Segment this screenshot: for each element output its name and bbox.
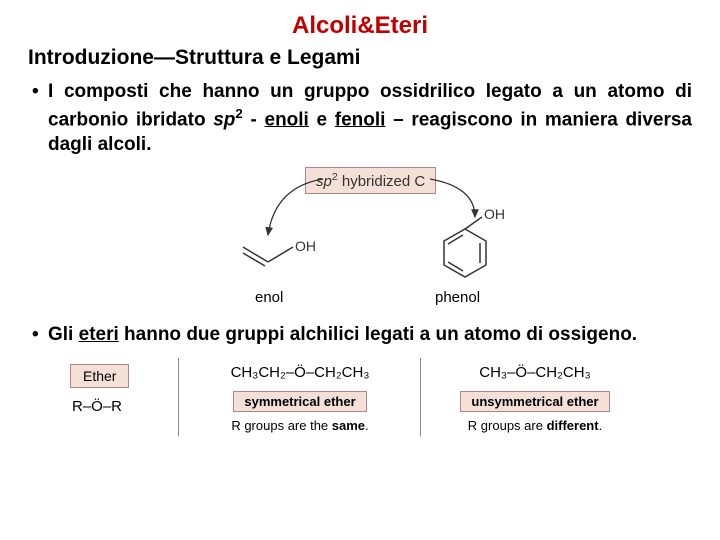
sym-caption: R groups are the same.: [190, 418, 410, 433]
figure-ethers: Ether R–Ö–R CH₃CH₂–Ö–CH₂CH₃ symmetrical …: [70, 358, 650, 448]
figure-sp2: sp2 hybridized C OH enol OH ph: [175, 167, 545, 307]
sym-label: symmetrical ether: [233, 391, 366, 412]
enol-oh: OH: [295, 238, 316, 254]
divider-1: [178, 358, 179, 436]
sym-cap-b: same: [332, 418, 365, 433]
bullet1-mid2: e: [309, 109, 335, 130]
unsym-column: CH₃–Ö–CH₂CH₃ unsymmetrical ether R group…: [430, 358, 640, 433]
bullet2-pre: Gli: [48, 324, 79, 345]
bullet1-sup: 2: [235, 106, 242, 121]
unsym-label: unsymmetrical ether: [460, 391, 609, 412]
bullet2-eteri: eteri: [79, 324, 119, 345]
bullet1-sp: sp: [213, 109, 235, 130]
enol-structure: OH: [235, 227, 325, 287]
bullet1-mid: -: [243, 109, 265, 130]
bullet1-fenoli: fenoli: [335, 109, 386, 130]
sym-column: CH₃CH₂–Ö–CH₂CH₃ symmetrical ether R grou…: [190, 358, 410, 433]
unsym-cap-post: .: [599, 418, 603, 433]
sym-formula: CH₃CH₂–Ö–CH₂CH₃: [190, 364, 410, 381]
enol-label: enol: [255, 289, 283, 306]
phenol-label: phenol: [435, 289, 480, 306]
divider-2: [420, 358, 421, 436]
ether-box: Ether: [70, 364, 129, 388]
bullet-2: Gli eteri hanno due gruppi alchilici leg…: [28, 323, 692, 348]
phenol-structure: OH: [430, 207, 510, 287]
sym-cap-pre: R groups are the: [231, 418, 331, 433]
unsym-caption: R groups are different.: [430, 418, 640, 433]
phenol-oh: OH: [484, 207, 505, 222]
bullet1-enoli: enoli: [265, 109, 309, 130]
sym-cap-post: .: [365, 418, 369, 433]
unsym-cap-b: different: [547, 418, 599, 433]
bullet2-post: hanno due gruppi alchilici legati a un a…: [119, 324, 637, 345]
ror-formula: R–Ö–R: [72, 398, 122, 415]
slide-subtitle: Introduzione—Struttura e Legami: [28, 46, 692, 70]
slide-title: Alcoli&Eteri: [28, 12, 692, 40]
bullet-1: I composti che hanno un gruppo ossidrili…: [28, 80, 692, 157]
unsym-formula: CH₃–Ö–CH₂CH₃: [430, 364, 640, 381]
unsym-cap-pre: R groups are: [468, 418, 547, 433]
